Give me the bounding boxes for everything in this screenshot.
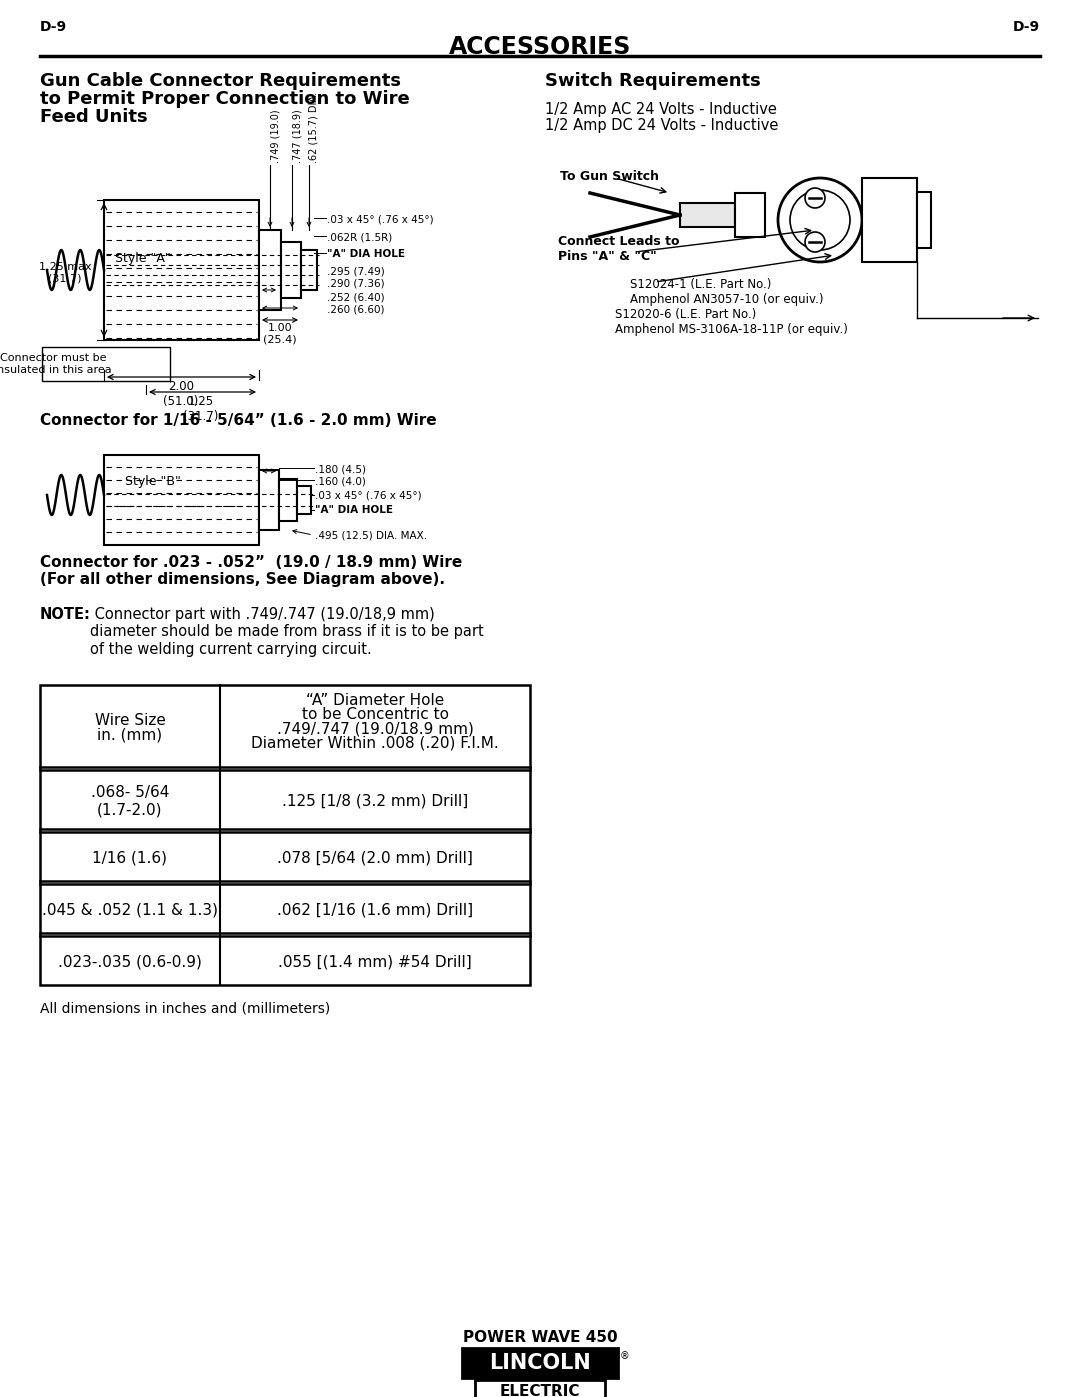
Text: .03 x 45° (.76 x 45°): .03 x 45° (.76 x 45°) xyxy=(315,490,421,502)
Bar xyxy=(40,685,530,985)
Text: .055 [(1.4 mm) #54 Drill]: .055 [(1.4 mm) #54 Drill] xyxy=(279,954,472,970)
Text: .03 x 45° (.76 x 45°): .03 x 45° (.76 x 45°) xyxy=(327,215,434,225)
Text: 1/2 Amp AC 24 Volts - Inductive: 1/2 Amp AC 24 Volts - Inductive xyxy=(545,102,777,117)
Text: 1.25 max
(31.7): 1.25 max (31.7) xyxy=(39,263,92,284)
Bar xyxy=(680,203,735,226)
Text: .062R (1.5R): .062R (1.5R) xyxy=(327,232,392,242)
Text: LINCOLN: LINCOLN xyxy=(489,1354,591,1373)
Bar xyxy=(279,479,297,521)
Text: 1.25
(31.7): 1.25 (31.7) xyxy=(184,395,218,423)
Text: "A" DIA HOLE: "A" DIA HOLE xyxy=(327,249,405,258)
Text: Gun Cable Connector Requirements: Gun Cable Connector Requirements xyxy=(40,73,401,89)
Text: .160 (4.0): .160 (4.0) xyxy=(315,476,366,488)
Text: to be Concentric to: to be Concentric to xyxy=(301,707,448,722)
Bar xyxy=(301,250,318,291)
Text: .749 (19.0): .749 (19.0) xyxy=(270,109,280,163)
Text: Style "B": Style "B" xyxy=(125,475,180,488)
Text: .62 (15.7) DIA.: .62 (15.7) DIA. xyxy=(309,92,319,163)
Bar xyxy=(462,1348,618,1377)
Bar xyxy=(862,177,917,263)
Text: .295 (7.49): .295 (7.49) xyxy=(327,265,384,277)
Text: 1/2 Amp DC 24 Volts - Inductive: 1/2 Amp DC 24 Volts - Inductive xyxy=(545,117,779,133)
Text: ACCESSORIES: ACCESSORIES xyxy=(449,35,631,59)
Circle shape xyxy=(805,232,825,251)
Text: Connector for .023 - .052”  (19.0 / 18.9 mm) Wire: Connector for .023 - .052” (19.0 / 18.9 … xyxy=(40,555,462,570)
Text: Diameter Within .008 (.20) F.I.M.: Diameter Within .008 (.20) F.I.M. xyxy=(252,735,499,750)
Text: Feed Units: Feed Units xyxy=(40,108,148,126)
Text: .125 [1/8 (3.2 mm) Drill]: .125 [1/8 (3.2 mm) Drill] xyxy=(282,793,468,809)
Text: .749/.747 (19.0/18.9 mm): .749/.747 (19.0/18.9 mm) xyxy=(276,721,473,736)
Text: ®: ® xyxy=(620,1351,630,1361)
Bar xyxy=(104,200,259,339)
Text: .068- 5/64
(1.7-2.0): .068- 5/64 (1.7-2.0) xyxy=(91,785,170,817)
Circle shape xyxy=(805,189,825,208)
Text: ELECTRIC: ELECTRIC xyxy=(500,1384,580,1397)
Bar xyxy=(917,191,931,249)
Text: To Gun Switch: To Gun Switch xyxy=(561,170,659,183)
Text: Connector for 1/16 - 5/64” (1.6 - 2.0 mm) Wire: Connector for 1/16 - 5/64” (1.6 - 2.0 mm… xyxy=(40,414,436,427)
Text: Style "A": Style "A" xyxy=(114,251,171,265)
Text: POWER WAVE 450: POWER WAVE 450 xyxy=(462,1330,618,1345)
Text: .252 (6.40): .252 (6.40) xyxy=(327,292,384,302)
Text: .062 [1/16 (1.6 mm) Drill]: .062 [1/16 (1.6 mm) Drill] xyxy=(276,902,473,918)
Text: Switch Requirements: Switch Requirements xyxy=(545,73,760,89)
Bar xyxy=(475,1380,605,1397)
Text: .180 (4.5): .180 (4.5) xyxy=(315,465,366,475)
Text: .747 (18.9): .747 (18.9) xyxy=(292,109,302,163)
Text: “A” Diameter Hole: “A” Diameter Hole xyxy=(306,693,444,708)
Text: D-9: D-9 xyxy=(40,20,67,34)
Text: to Permit Proper Connection to Wire: to Permit Proper Connection to Wire xyxy=(40,89,409,108)
Bar xyxy=(735,193,765,237)
Text: .495 (12.5) DIA. MAX.: .495 (12.5) DIA. MAX. xyxy=(315,529,427,541)
Text: 1.00
(25.4): 1.00 (25.4) xyxy=(264,323,297,345)
Text: 2.00
(51.0): 2.00 (51.0) xyxy=(163,380,199,408)
Circle shape xyxy=(778,177,862,263)
Circle shape xyxy=(789,190,850,250)
Text: Wire Size: Wire Size xyxy=(95,712,165,728)
Text: Connector must be
insulated in this area: Connector must be insulated in this area xyxy=(0,353,112,374)
Text: 1/16 (1.6): 1/16 (1.6) xyxy=(93,851,167,866)
Bar xyxy=(259,469,279,529)
Text: .290 (7.36): .290 (7.36) xyxy=(327,279,384,289)
Text: D-9: D-9 xyxy=(1013,20,1040,34)
Bar xyxy=(297,486,311,514)
Text: S12020-6 (L.E. Part No.)
Amphenol MS-3106A-18-11P (or equiv.): S12020-6 (L.E. Part No.) Amphenol MS-310… xyxy=(615,307,848,337)
Text: Connector part with .749/.747 (19.0/18,9 mm)
diameter should be made from brass : Connector part with .749/.747 (19.0/18,9… xyxy=(90,608,484,657)
Text: in. (mm): in. (mm) xyxy=(97,728,163,743)
Bar xyxy=(104,455,259,545)
Text: .045 & .052 (1.1 & 1.3): .045 & .052 (1.1 & 1.3) xyxy=(42,902,218,918)
Text: Connect Leads to
Pins "A" & "C": Connect Leads to Pins "A" & "C" xyxy=(558,235,679,263)
Bar xyxy=(281,242,301,298)
Text: .078 [5/64 (2.0 mm) Drill]: .078 [5/64 (2.0 mm) Drill] xyxy=(278,851,473,866)
Text: NOTE:: NOTE: xyxy=(40,608,91,622)
Bar xyxy=(42,346,170,381)
Text: .023-.035 (0.6-0.9): .023-.035 (0.6-0.9) xyxy=(58,954,202,970)
Text: All dimensions in inches and (millimeters): All dimensions in inches and (millimeter… xyxy=(40,1002,330,1016)
Bar xyxy=(259,231,281,310)
Text: (For all other dimensions, See Diagram above).: (For all other dimensions, See Diagram a… xyxy=(40,571,445,587)
Text: .260 (6.60): .260 (6.60) xyxy=(327,305,384,314)
Text: "A" DIA HOLE: "A" DIA HOLE xyxy=(315,504,393,515)
Text: S12024-1 (L.E. Part No.)
Amphenol AN3057-10 (or equiv.): S12024-1 (L.E. Part No.) Amphenol AN3057… xyxy=(630,278,824,306)
